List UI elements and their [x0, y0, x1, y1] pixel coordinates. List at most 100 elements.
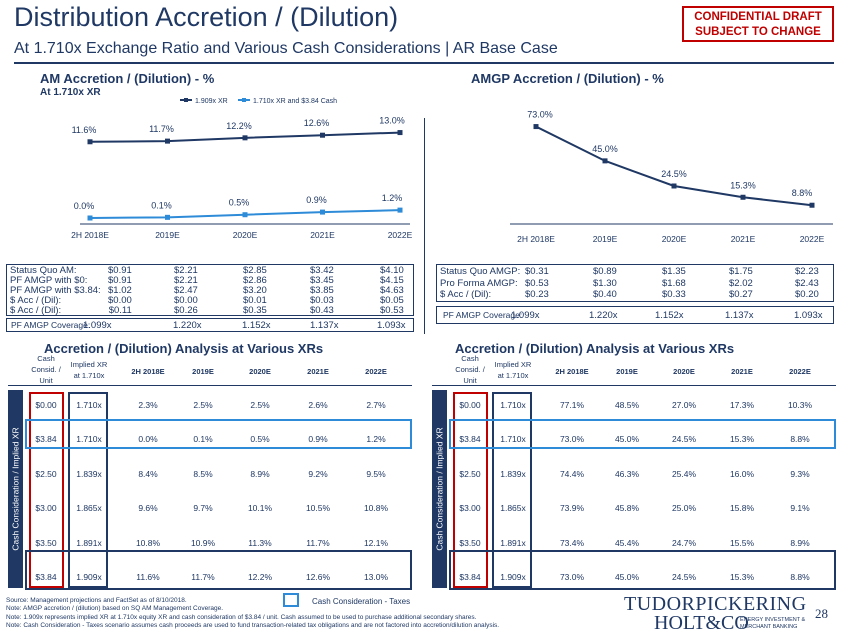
table-cell: $3.00 — [459, 503, 481, 513]
page-number: 28 — [815, 606, 828, 621]
am-coverage-label: PF AMGP Coverage: — [11, 320, 91, 330]
header-cash-1: Cash — [37, 354, 55, 363]
table-cell: 9.1% — [790, 503, 810, 513]
summary-value: $1.35 — [662, 266, 686, 277]
table-cell: $3.84 — [459, 572, 481, 582]
am-chart-title: AM Accretion / (Dilution) - % — [40, 71, 215, 86]
table-cell: $3.00 — [35, 503, 57, 513]
summary-value: $0.00 — [174, 295, 198, 306]
summary-column: $0.89 $1.30 $0.40 — [593, 266, 617, 301]
summary-value: $3.42 — [310, 265, 334, 276]
data-point — [165, 214, 170, 220]
table-cell: 2.7% — [366, 400, 386, 410]
table-cell: 9.6% — [138, 503, 158, 513]
summary-label: $ Acc / (Dil): — [10, 295, 62, 306]
table-cell: 10.1% — [247, 503, 273, 513]
table-cell: 15.8% — [729, 503, 755, 513]
data-label: 12.6% — [304, 118, 330, 128]
x-tick-label: 2020E — [662, 234, 687, 244]
table-cell: 17.3% — [729, 400, 755, 410]
table-cell: 15.3% — [729, 572, 755, 582]
data-label: 1.2% — [382, 193, 403, 203]
data-label: 11.7% — [149, 124, 174, 134]
taxes-row-highlight — [449, 419, 836, 449]
header-year: 2021E — [731, 367, 753, 376]
x-tick-label: 2019E — [593, 234, 618, 244]
table-cell: 45.8% — [614, 503, 640, 513]
table-cell: 73.4% — [559, 538, 585, 548]
data-label: 0.0% — [74, 201, 95, 211]
xr-row-highlight — [25, 550, 412, 590]
header-year: 2H 2018E — [555, 367, 589, 376]
cash-column-highlight — [453, 392, 488, 588]
header-xr-2: at 1.710x — [497, 371, 529, 380]
table-cell: 1.865x — [500, 503, 526, 513]
legend-swatch — [283, 593, 299, 607]
summary-value: $0.31 — [525, 266, 549, 277]
table-cell: 45.0% — [614, 572, 640, 582]
data-point — [671, 183, 677, 189]
table-cell: $2.50 — [35, 469, 57, 479]
am-chart-legend: 1.909x XR 1.710x XR and $3.84 Cash — [180, 98, 337, 105]
table-cell: $0.00 — [35, 400, 57, 410]
summary-label: $ Acc / (Dil): — [10, 305, 62, 316]
coverage-value: 1.137x — [310, 320, 339, 331]
table-cell: 73.0% — [559, 434, 585, 444]
data-label: 11.6% — [72, 125, 97, 135]
summary-value: $0.20 — [795, 289, 819, 300]
table-cell: 45.0% — [614, 434, 640, 444]
data-point — [602, 158, 608, 164]
table-cell: 25.4% — [671, 469, 697, 479]
confidential-stamp: CONFIDENTIAL DRAFT SUBJECT TO CHANGE — [682, 6, 834, 42]
am-accretion-chart: 1.909x XR 1.710x XR and $3.84 Cash 2H 2018… — [71, 98, 413, 240]
am-analysis-title: Accretion / (Dilution) Analysis at Vario… — [44, 341, 324, 356]
taxes-row-highlight — [25, 419, 412, 449]
table-cell: 73.9% — [559, 503, 585, 513]
data-label: 24.5% — [661, 169, 687, 179]
table-cell: $0.00 — [459, 400, 481, 410]
am-coverage-row: PF AMGP Coverage: 1.099x 1.220x 1.152x 1.13… — [6, 318, 414, 332]
table-cell: 12.1% — [363, 538, 389, 548]
header-year: 2020E — [673, 367, 695, 376]
summary-value: $0.00 — [108, 295, 132, 306]
table-cell: 1.2% — [366, 434, 386, 444]
header-divider — [14, 62, 834, 64]
summary-label: Pro Forma AMGP: — [440, 277, 518, 289]
table-cell: 11.6% — [136, 572, 160, 582]
summary-value: $1.75 — [729, 266, 753, 277]
x-tick-label: 2019E — [155, 230, 180, 240]
table-cell: 74.4% — [559, 469, 585, 479]
coverage-value: 1.152x — [242, 320, 271, 331]
summary-value: $0.03 — [310, 295, 334, 306]
logo-tagline-1: ENERGY INVESTMENT & — [740, 617, 806, 623]
logo-tagline: ENERGY INVESTMENT & MERCHANT BANKING — [740, 617, 805, 630]
table-cell: 0.1% — [193, 434, 213, 444]
header-xr-2: at 1.710x — [73, 371, 105, 380]
legend-label: Cash Consideration - Taxes — [312, 597, 411, 606]
data-point — [87, 139, 93, 145]
summary-label: Status Quo AMGP: — [440, 266, 521, 277]
header-year: 2022E — [789, 367, 811, 376]
header-cash-3: Unit — [463, 376, 477, 385]
data-point — [242, 135, 248, 141]
am-summary-box: Status Quo AM: PF AMGP with $0: PF AMGP wi… — [6, 264, 414, 316]
summary-value: $1.30 — [593, 277, 617, 289]
table-cell: 1.839x — [76, 469, 102, 479]
table-cell: 11.3% — [248, 538, 272, 548]
amgp-analysis-table: Cash Consid. / Unit Implied XR at 1.710x 2H 2… — [424, 354, 847, 594]
data-label: 73.0% — [527, 110, 553, 120]
table-cell: 0.5% — [250, 434, 270, 444]
x-tick-label: 2022E — [388, 230, 413, 240]
table-cell: 9.7% — [193, 503, 213, 513]
table-cell: 10.3% — [787, 400, 813, 410]
table-cell: 8.9% — [790, 538, 810, 548]
summary-value: $2.43 — [795, 277, 819, 289]
table-cell: 8.8% — [790, 572, 810, 582]
x-tick-label: 2021E — [310, 230, 335, 240]
table-cell: 2.5% — [250, 400, 270, 410]
summary-value: $2.21 — [174, 275, 198, 286]
chart-divider — [424, 118, 425, 334]
table-cell: 12.2% — [247, 572, 273, 582]
amgp-coverage-row: PF AMGP Coverage: 1.099x 1.220x 1.152x 1.13… — [436, 306, 834, 324]
table-cell: 13.0% — [363, 572, 389, 582]
